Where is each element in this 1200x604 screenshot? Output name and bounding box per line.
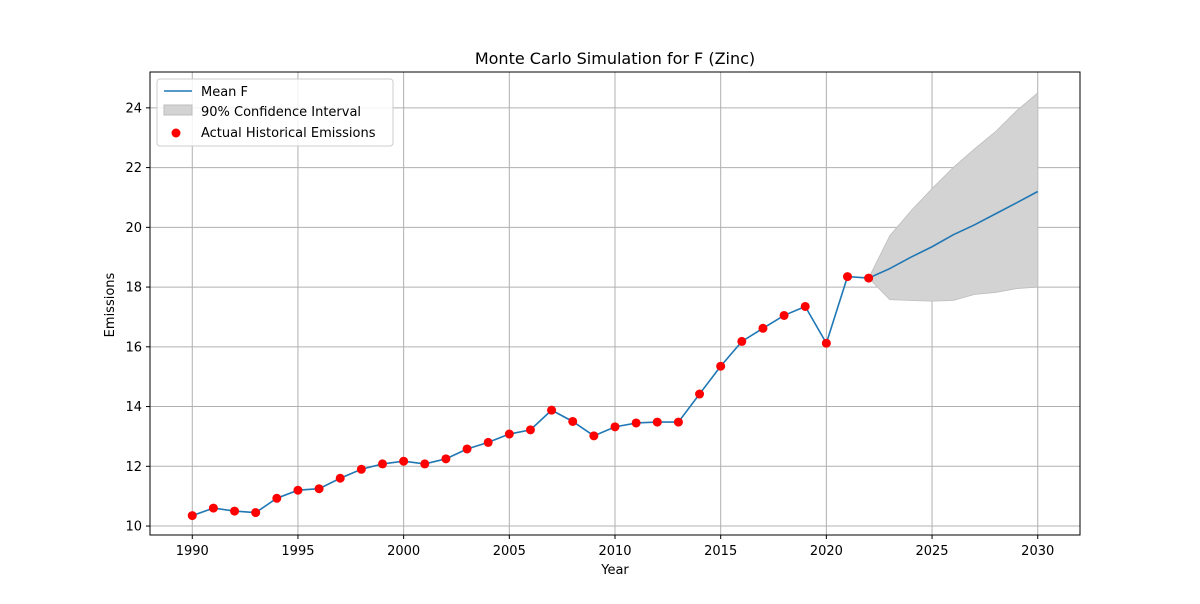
y-tick-label-24: 24 bbox=[125, 101, 142, 116]
actual-point-1997 bbox=[335, 473, 345, 483]
y-tick-label-12: 12 bbox=[125, 460, 142, 475]
actual-point-2016 bbox=[737, 336, 747, 346]
chart-title: Monte Carlo Simulation for F (Zinc) bbox=[475, 49, 755, 68]
actual-point-2000 bbox=[399, 456, 409, 466]
x-tick-label-2020: 2020 bbox=[810, 544, 843, 559]
y-tick-label-10: 10 bbox=[125, 520, 142, 535]
y-tick-label-14: 14 bbox=[125, 400, 142, 415]
actual-point-2014 bbox=[695, 389, 705, 399]
actual-point-2020 bbox=[821, 338, 831, 348]
actual-point-1996 bbox=[314, 484, 324, 494]
legend-box bbox=[156, 78, 394, 147]
actual-point-2006 bbox=[525, 425, 535, 435]
actual-point-2002 bbox=[441, 454, 451, 464]
actual-point-1995 bbox=[293, 485, 303, 495]
actual-point-1994 bbox=[272, 493, 282, 503]
actual-point-2017 bbox=[758, 323, 768, 333]
actual-point-2001 bbox=[420, 459, 430, 469]
legend: Mean F 90% Confidence Interval Actual Hi… bbox=[156, 78, 394, 147]
actual-point-1992 bbox=[230, 506, 240, 516]
x-tick-label-1990: 1990 bbox=[176, 544, 209, 559]
legend-label-mean: Mean F bbox=[201, 85, 248, 100]
actual-point-1999 bbox=[378, 459, 387, 469]
actual-point-2005 bbox=[504, 429, 514, 439]
actual-point-1990 bbox=[187, 511, 197, 521]
axes-layer: 1990 1995 2000 2005 2010 2015 2020 2025 2030 10 12… bbox=[125, 71, 1081, 559]
actual-point-2021 bbox=[843, 272, 852, 282]
actual-point-2012 bbox=[652, 417, 662, 427]
x-tick-label-2010: 2010 bbox=[598, 544, 631, 559]
actual-point-2004 bbox=[483, 437, 493, 447]
actual-point-2003 bbox=[462, 444, 472, 454]
y-axis-label: Emissions bbox=[103, 272, 118, 337]
x-tick-label-1995: 1995 bbox=[281, 544, 314, 559]
actual-point-2019 bbox=[800, 301, 810, 311]
confidence-interval-layer bbox=[868, 92, 1039, 302]
actual-points-layer bbox=[187, 272, 874, 521]
x-tick-label-2015: 2015 bbox=[704, 544, 737, 559]
actual-point-2018 bbox=[779, 310, 789, 320]
actual-point-1991 bbox=[208, 503, 218, 513]
y-tick-label-20: 20 bbox=[125, 221, 142, 236]
legend-actual-swatch bbox=[171, 128, 181, 138]
confidence-interval-band bbox=[868, 92, 1039, 302]
actual-point-1993 bbox=[251, 508, 261, 518]
actual-point-2010 bbox=[610, 422, 620, 432]
legend-label-ci: 90% Confidence Interval bbox=[201, 105, 361, 120]
actual-point-2007 bbox=[547, 405, 557, 415]
legend-ci-swatch bbox=[163, 104, 193, 116]
x-tick-label-2025: 2025 bbox=[915, 544, 948, 559]
x-tick-label-2000: 2000 bbox=[387, 544, 420, 559]
actual-point-1998 bbox=[356, 464, 366, 474]
y-tick-label-16: 16 bbox=[125, 340, 142, 355]
actual-point-2022 bbox=[864, 273, 874, 283]
actual-point-2011 bbox=[631, 418, 641, 428]
actual-point-2013 bbox=[673, 417, 683, 427]
actual-point-2009 bbox=[589, 431, 599, 441]
actual-point-2008 bbox=[568, 416, 578, 426]
y-tick-label-18: 18 bbox=[125, 281, 142, 296]
y-tick-label-22: 22 bbox=[125, 161, 142, 176]
x-tick-label-2030: 2030 bbox=[1021, 544, 1054, 559]
x-axis-label: Year bbox=[600, 563, 629, 578]
x-tick-label-2005: 2005 bbox=[493, 544, 526, 559]
legend-label-actual: Actual Historical Emissions bbox=[201, 126, 376, 141]
actual-point-2015 bbox=[716, 361, 726, 371]
